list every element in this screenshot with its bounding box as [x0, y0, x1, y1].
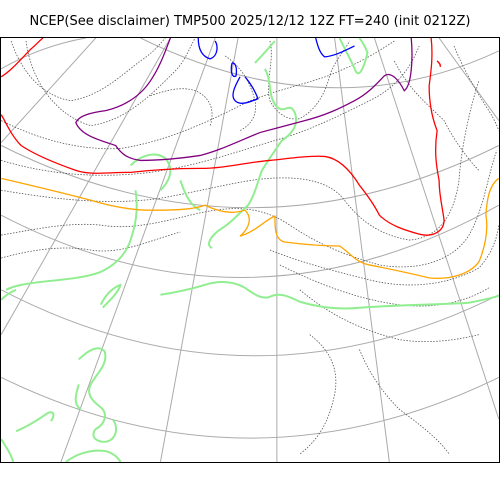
latitude-line [140, 38, 499, 89]
longitude-line [159, 38, 239, 462]
map-canvas [1, 38, 499, 462]
latitude-line [1, 204, 499, 278]
isotherm-blue [197, 38, 259, 104]
height-contour [269, 225, 499, 286]
coastline [5, 190, 138, 291]
height-contour [299, 334, 337, 455]
latitude-line [1, 376, 499, 439]
coastline [1, 288, 17, 301]
height-contours [1, 38, 499, 455]
coastline [65, 449, 122, 462]
coastline [99, 283, 122, 309]
height-contour [150, 88, 213, 126]
height-contour [1, 80, 480, 241]
height-contour [25, 38, 196, 126]
height-contour [268, 40, 350, 120]
isotherm-red [1, 38, 445, 236]
isotherms [1, 38, 499, 279]
isotherm-orange [1, 177, 499, 279]
height-contour [224, 55, 256, 131]
coastline [1, 438, 15, 462]
isotherm-purple [75, 38, 413, 162]
graticule [1, 38, 499, 462]
longitude-line [1, 38, 97, 143]
coastline [74, 347, 118, 443]
latitude-line [1, 145, 499, 209]
longitude-line [1, 38, 171, 335]
coastline [160, 281, 499, 310]
latitude-line [1, 38, 86, 70]
longitude-line [373, 38, 499, 420]
height-contour [10, 38, 166, 102]
coastline [338, 38, 369, 75]
height-contour [359, 349, 450, 455]
height-contour [393, 60, 480, 171]
coastline [208, 40, 297, 249]
longitude-line [60, 38, 216, 462]
isotherm-red [1, 38, 44, 78]
coastline [15, 411, 55, 433]
height-contour [299, 289, 480, 343]
map-title: NCEP(See disclaimer) TMP500 2025/12/12 1… [29, 14, 471, 29]
coastline [129, 153, 201, 212]
height-contour [453, 45, 499, 131]
longitude-line [438, 38, 499, 121]
longitude-line [334, 38, 390, 462]
height-contour [1, 150, 498, 268]
map-panel[interactable] [0, 37, 500, 463]
height-contour [1, 45, 420, 176]
height-contour [1, 231, 181, 259]
latitude-line [1, 289, 499, 357]
coastlines [1, 38, 499, 462]
height-contour [279, 264, 490, 307]
isotherm-red [436, 60, 441, 68]
height-contour [1, 40, 395, 150]
isotherm-blue [315, 38, 355, 58]
